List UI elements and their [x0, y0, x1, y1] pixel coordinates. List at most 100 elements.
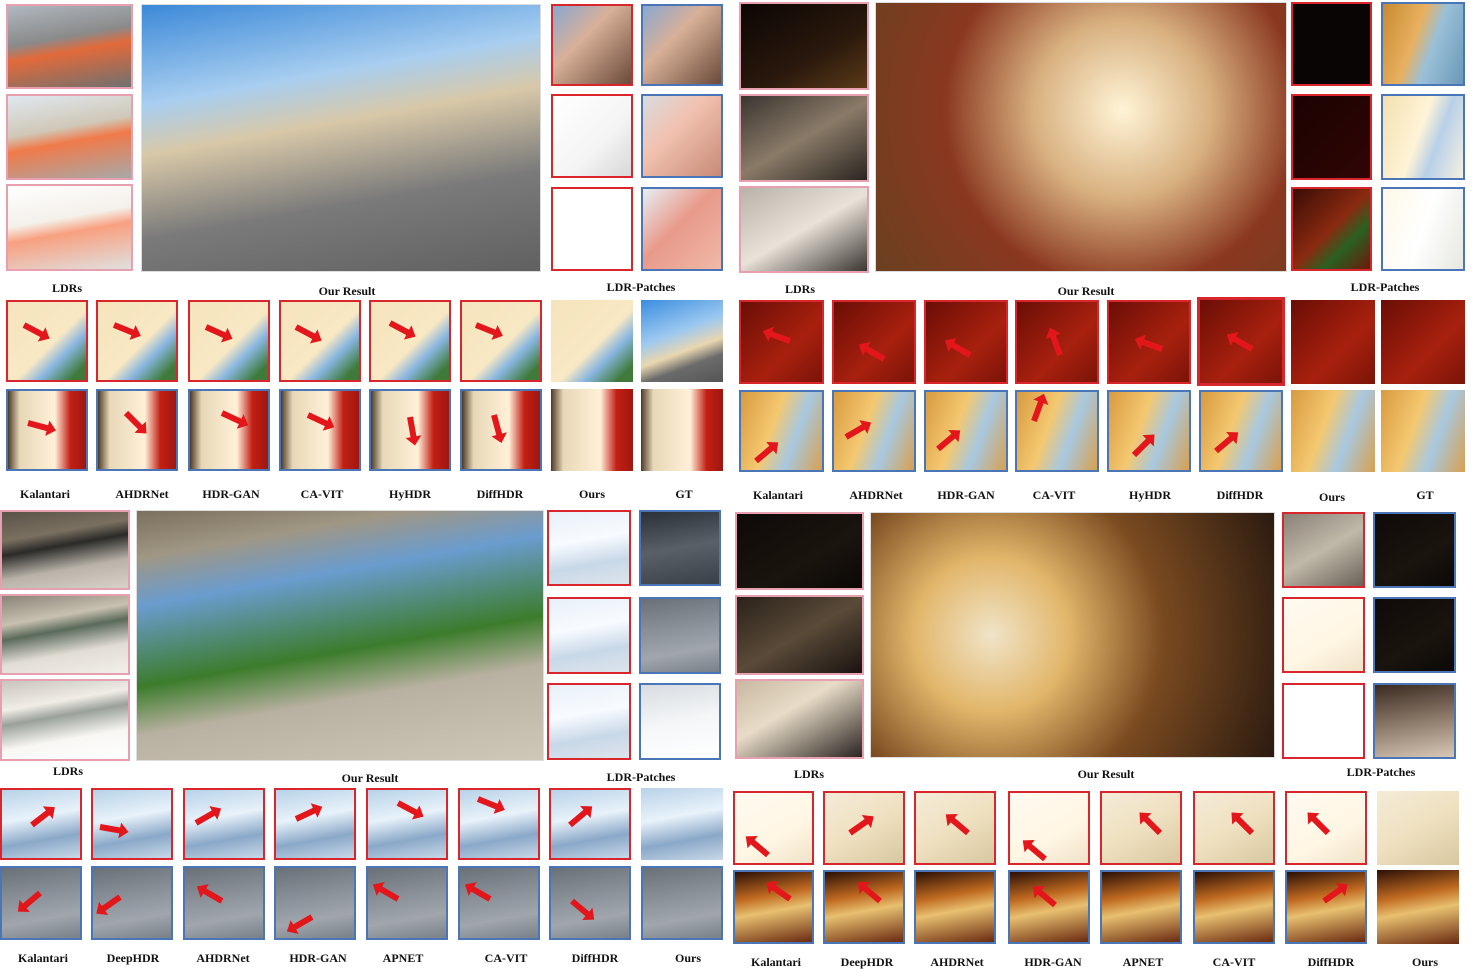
comparison-patch — [551, 389, 633, 471]
method-label: Kalantari — [753, 488, 803, 502]
ldr-patch — [639, 597, 721, 674]
ldr-patch — [1381, 187, 1465, 271]
ldr-patch — [547, 683, 631, 760]
method-label: Ours — [674, 951, 702, 965]
method-label: AHDRNet — [115, 487, 169, 501]
ldr-patch — [551, 94, 633, 178]
result-image — [141, 4, 541, 272]
comparison-patch — [91, 788, 173, 860]
ldr-patch — [1291, 2, 1372, 86]
ldr-patch — [547, 597, 631, 674]
ldr-image-1 — [739, 2, 869, 90]
ldrs-label: LDRs — [793, 767, 825, 781]
comparison-patch — [279, 300, 361, 382]
method-label: AHDRNet — [196, 951, 250, 965]
comparison-patch — [279, 389, 361, 471]
result-label: Our Result — [318, 284, 376, 298]
ldr-patch — [1282, 512, 1365, 588]
comparison-patch — [1285, 870, 1367, 944]
ldr-patch — [551, 187, 633, 271]
ldrs-label: LDRs — [52, 764, 84, 778]
comparison-patch — [183, 788, 265, 860]
ldr-patch — [551, 4, 633, 86]
comparison-patch — [0, 788, 82, 860]
comparison-patch — [366, 788, 448, 860]
result-image — [136, 510, 544, 761]
method-label: DeepHDR — [106, 951, 160, 965]
ldr-patch — [639, 683, 721, 760]
result-image — [870, 512, 1275, 758]
comparison-patch — [1100, 791, 1182, 865]
ldr-image-3 — [6, 184, 133, 271]
method-label: DiffHDR — [571, 951, 619, 965]
comparison-patch — [366, 866, 448, 940]
ldr-patch — [641, 4, 723, 86]
ldr-patch — [639, 510, 721, 586]
comparison-patch — [641, 788, 723, 860]
patches-label: LDR-Patches — [606, 770, 676, 784]
ldr-image-3 — [739, 186, 869, 273]
comparison-patch — [739, 390, 824, 472]
method-label: Ours — [1411, 955, 1439, 969]
comparison-patch — [832, 300, 916, 384]
comparison-patch — [1015, 390, 1099, 472]
comparison-patch — [369, 300, 451, 382]
ldr-image-2 — [739, 94, 869, 182]
method-label: Kalantari — [751, 955, 801, 969]
result-label: Our Result — [1057, 284, 1115, 298]
ldr-patch — [641, 94, 723, 178]
comparison-patch — [1193, 870, 1275, 944]
method-label: DeepHDR — [840, 955, 894, 969]
ldr-patch — [1291, 94, 1372, 180]
comparison-patch — [188, 389, 270, 471]
comparison-patch — [641, 866, 723, 940]
comparison-patch — [1100, 870, 1182, 944]
method-label: HDR-GAN — [937, 488, 995, 502]
comparison-patch — [1199, 390, 1283, 472]
result-label: Our Result — [341, 771, 399, 785]
comparison-patch — [1381, 300, 1465, 384]
ldr-patch — [1282, 597, 1365, 673]
comparison-patch — [1381, 390, 1465, 472]
comparison-patch — [549, 788, 631, 860]
method-label: CA-VIT — [484, 951, 528, 965]
ldr-patch — [1373, 512, 1456, 588]
comparison-patch — [91, 866, 173, 940]
ldr-image-3 — [735, 679, 864, 759]
comparison-patch — [823, 791, 905, 865]
ldr-patch — [1381, 94, 1465, 180]
method-label: GT — [1416, 488, 1434, 502]
ldr-image-2 — [0, 594, 130, 675]
comparison-patch — [549, 866, 631, 940]
comparison-patch — [924, 300, 1008, 384]
method-label: CA-VIT — [300, 487, 344, 501]
comparison-patch — [274, 788, 356, 860]
comparison-patch — [0, 866, 82, 940]
comparison-patch — [832, 390, 916, 472]
method-label: Ours — [578, 487, 606, 501]
comparison-patch — [551, 300, 633, 382]
method-label: GT — [675, 487, 693, 501]
ldr-image-2 — [735, 595, 864, 675]
comparison-patch — [914, 791, 996, 865]
comparison-patch — [641, 300, 723, 382]
ldr-patch — [547, 510, 631, 586]
method-label: DiffHDR — [1216, 488, 1264, 502]
comparison-patch — [1197, 297, 1285, 386]
ldr-patch — [1291, 187, 1372, 271]
ldr-patch — [1373, 597, 1456, 673]
ldrs-label: LDRs — [784, 282, 816, 296]
result-image — [875, 2, 1287, 272]
ldr-patch — [1282, 683, 1365, 759]
method-label: APNET — [1122, 955, 1164, 969]
ldr-image-1 — [0, 510, 130, 590]
comparison-patch — [1377, 870, 1459, 944]
comparison-patch — [183, 866, 265, 940]
comparison-patch — [914, 870, 996, 944]
comparison-patch — [1008, 791, 1090, 865]
ldr-image-3 — [0, 679, 130, 761]
comparison-patch — [1291, 390, 1375, 472]
ldr-image-1 — [6, 4, 133, 89]
method-label: AHDRNet — [930, 955, 984, 969]
ldrs-label: LDRs — [51, 281, 83, 295]
